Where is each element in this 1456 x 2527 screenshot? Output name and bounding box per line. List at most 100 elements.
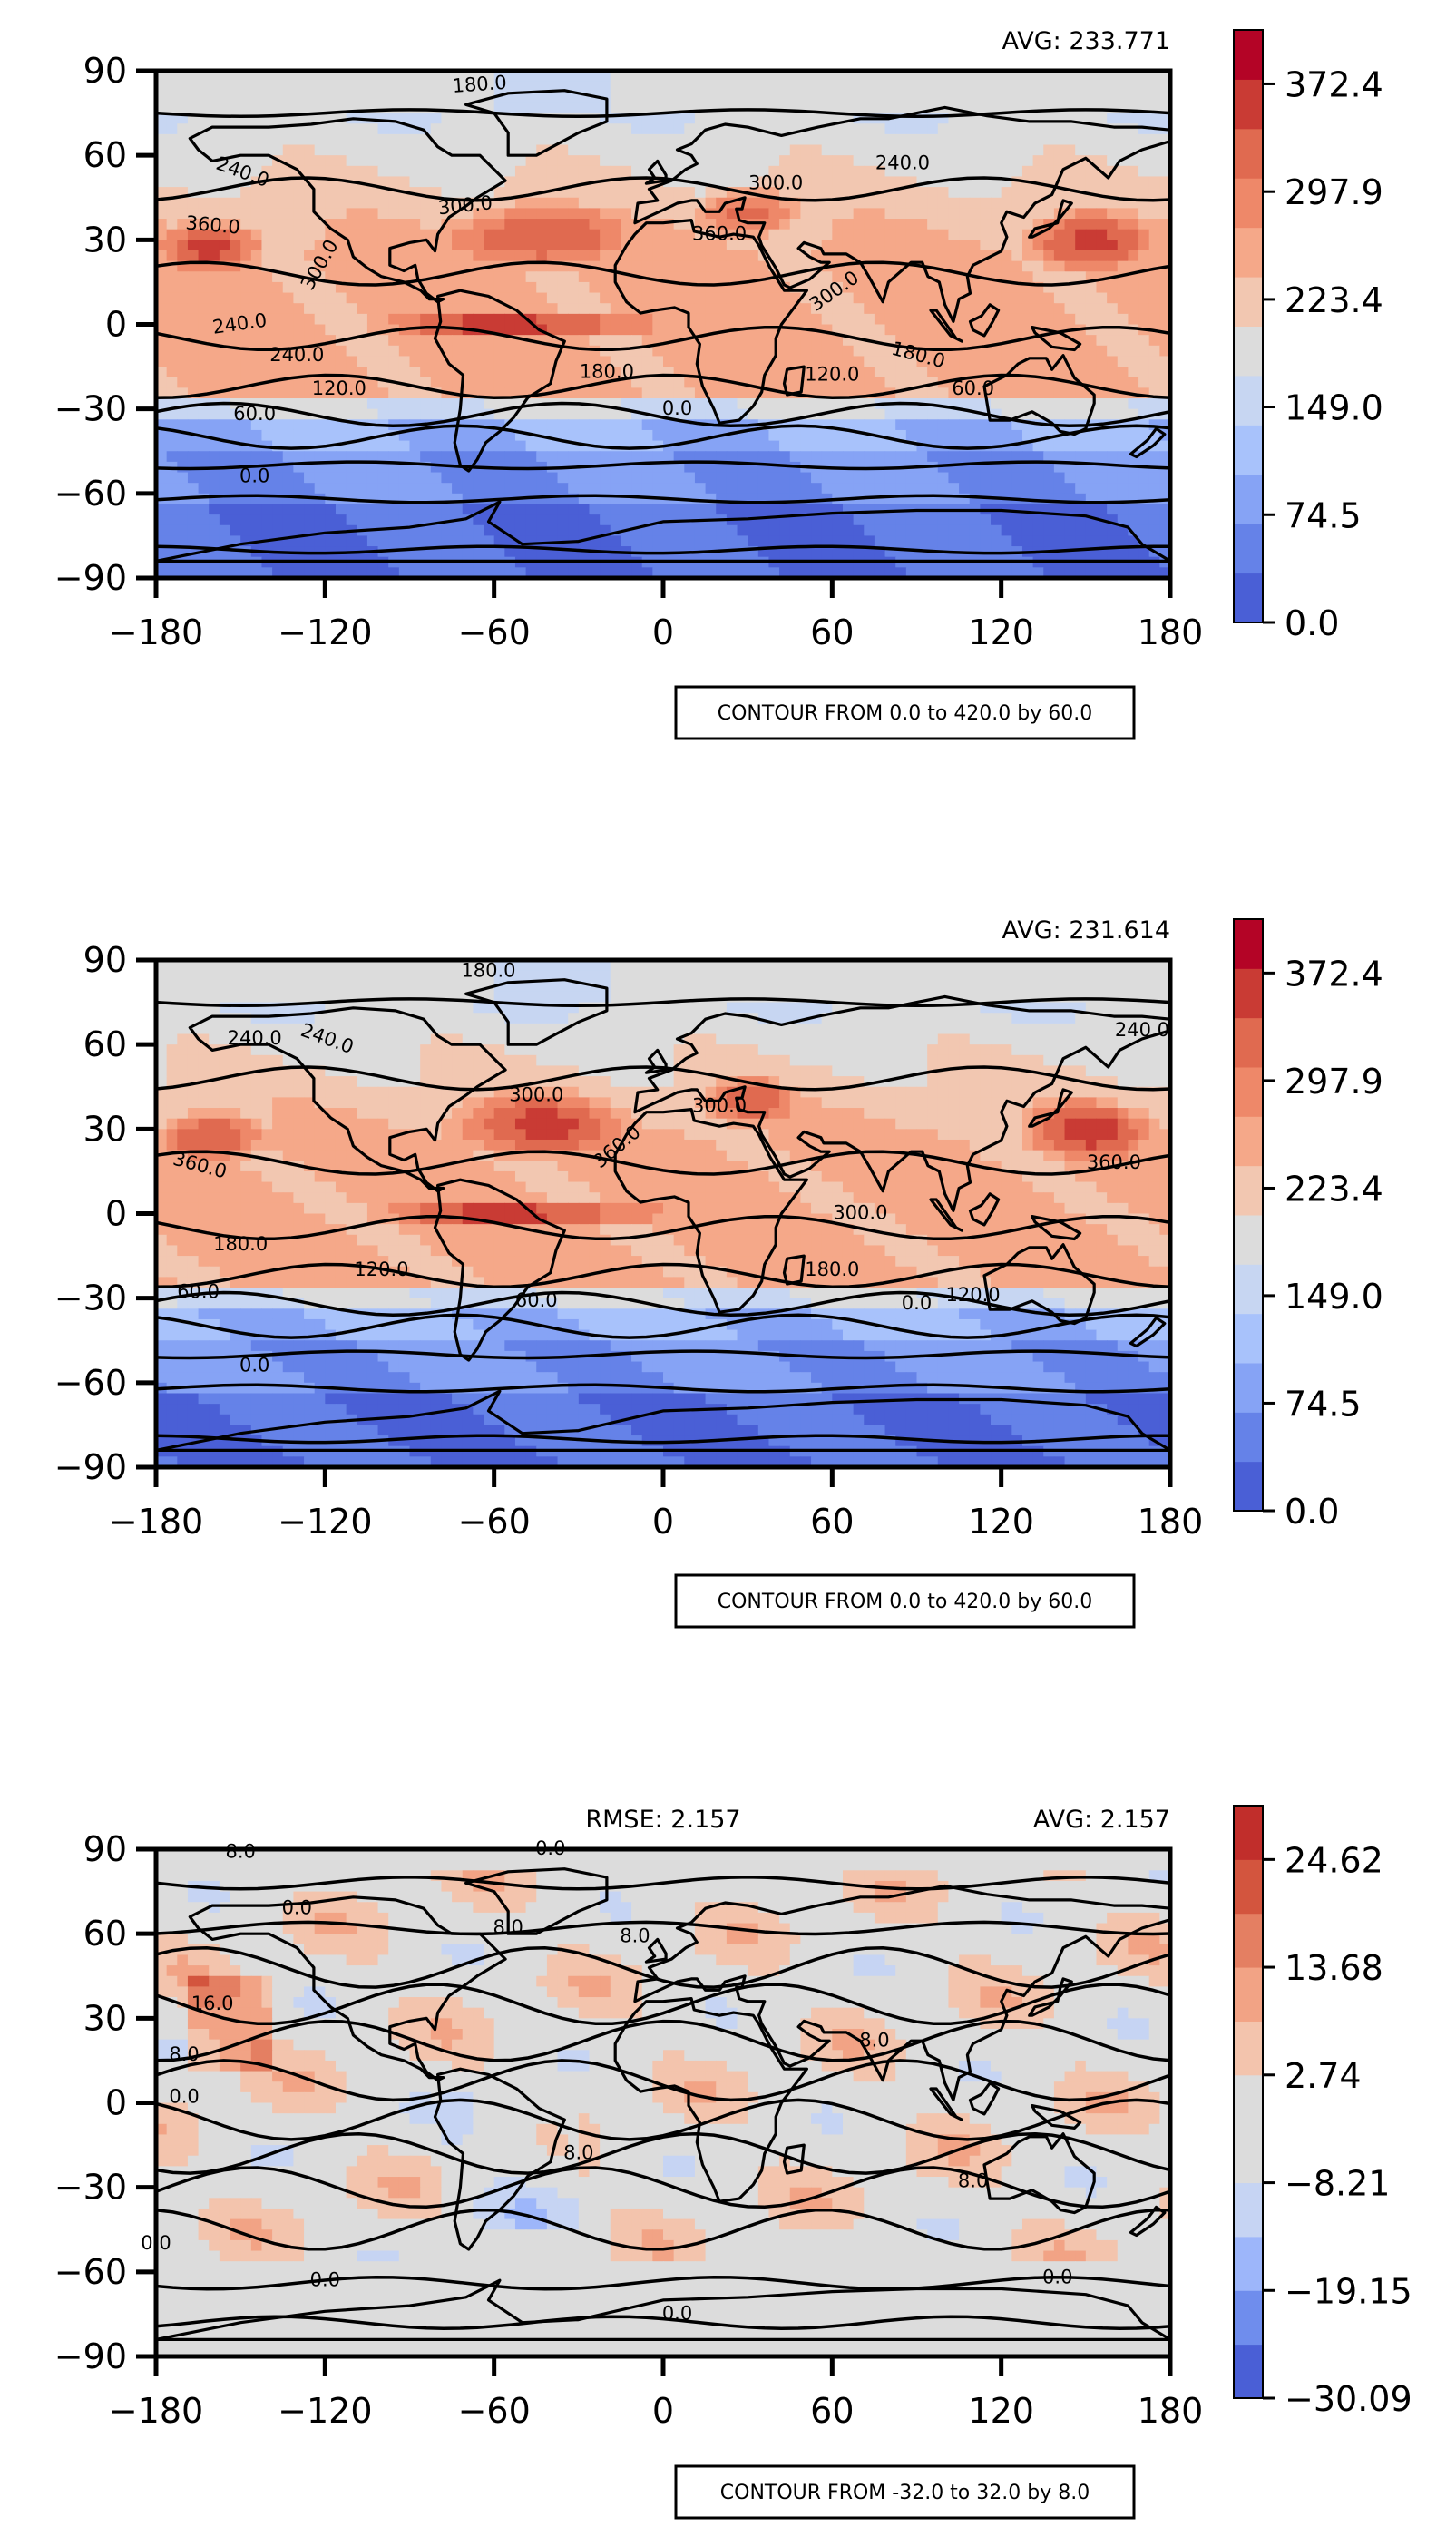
contour-line (156, 373, 1170, 399)
x-tick-label: −120 (278, 612, 372, 652)
contour-info-box (674, 685, 1136, 740)
colorbar-tick-label: 372.4 (1285, 954, 1383, 994)
coastline-7 (644, 1048, 668, 1074)
contour-info-text: CONTOUR FROM 0.0 to 420.0 by 60.0 (718, 702, 1093, 725)
colorbar-tick-label: 2.74 (1285, 2056, 1362, 2096)
contour-label: 180.0 (805, 1259, 859, 1280)
y-tick-label: −60 (54, 474, 127, 514)
contour-label: 180.0 (452, 72, 508, 97)
colorbar-tick-label: 149.0 (1285, 388, 1383, 428)
colorbar-segment (1234, 1461, 1263, 1512)
colorbar-segment (1234, 2344, 1263, 2399)
contour-line (156, 2209, 1170, 2251)
colorbar-segment (1234, 178, 1263, 229)
contour-label: 0.0 (1042, 2266, 1072, 2287)
colorbar-segment (1234, 2236, 1263, 2291)
x-tick-label: −60 (458, 2391, 531, 2431)
colorbar-segment (1234, 1264, 1263, 1315)
contour-line (156, 1983, 1170, 2026)
avg-label: AVG: 231.614 (1002, 916, 1170, 945)
coastline-0 (188, 1006, 507, 1193)
coastline-10 (968, 1192, 1001, 1227)
contour-line (156, 2166, 1170, 2209)
colorbar-segment (1234, 1067, 1263, 1117)
x-tick-label: 60 (810, 1502, 854, 1542)
contour-label: 300.0 (833, 1202, 887, 1224)
colorbar-tick-label: 0.0 (1285, 1492, 1339, 1532)
y-tick-label: 0 (105, 305, 127, 345)
colorbar-segment (1234, 79, 1263, 130)
contour-line (156, 2059, 1170, 2102)
contour-lines (156, 1875, 1170, 2330)
contour-label: 60.0 (177, 1281, 220, 1303)
contour-label: 8.0 (958, 2170, 988, 2192)
coastline-11 (1031, 1215, 1082, 1241)
coastline-5 (982, 354, 1096, 436)
x-tick-label: −180 (109, 2391, 203, 2431)
colorbar-tick-label: 223.4 (1285, 1169, 1383, 1209)
coastline-3 (633, 994, 1170, 1212)
rmse-label: RMSE: 2.157 (585, 1806, 740, 1834)
contour-label: 60.0 (952, 377, 994, 399)
coastline-8 (1028, 199, 1073, 239)
contour-label: 360.0 (692, 222, 747, 244)
contour-line (156, 108, 1170, 119)
coastline-1 (433, 289, 566, 473)
contour-label: 8.0 (859, 2029, 889, 2051)
colorbar-tick-label: 149.0 (1285, 1277, 1383, 1317)
coastline-0 (188, 1895, 507, 2082)
coastline-1 (433, 1178, 566, 1362)
contour-line (156, 260, 1170, 287)
contour-label: 8.0 (169, 2043, 199, 2065)
y-tick-label: 60 (83, 1914, 127, 1954)
x-tick-label: 0 (652, 2391, 674, 2431)
colorbar-segment (1234, 524, 1263, 574)
contour-label: 180.0 (461, 960, 515, 982)
contour-line (156, 2019, 1170, 2062)
colorbar-segment (1234, 2129, 1263, 2184)
colorbar-tick-label: −30.09 (1285, 2379, 1412, 2419)
contour-lines (156, 997, 1170, 1445)
contour-line (156, 1065, 1170, 1092)
x-tick-label: −120 (278, 1502, 372, 1542)
contour-label: 0.0 (239, 1354, 269, 1376)
colorbar-segment (1234, 1913, 1263, 1968)
colorbar-segment (1234, 2290, 1263, 2346)
colorbar-segment (1234, 1215, 1263, 1265)
contour-label: 120.0 (946, 1284, 1001, 1306)
x-tick-label: −60 (458, 612, 531, 652)
contour-line (156, 1434, 1170, 1445)
x-tick-label: −120 (278, 2391, 372, 2431)
colorbar-segment (1234, 1313, 1263, 1364)
colorbar-tick-label: 74.5 (1285, 495, 1362, 535)
coastline-9 (929, 2087, 963, 2121)
coastline-6 (156, 500, 1170, 563)
x-tick-label: 180 (1138, 612, 1204, 652)
colorbar-segment (1234, 1859, 1263, 1915)
contour-line (156, 2315, 1170, 2330)
contour-label: 0.0 (169, 2086, 199, 2108)
coastline-5 (982, 2132, 1096, 2215)
contour-label: 300.0 (692, 1095, 747, 1117)
coastline-8 (1028, 1088, 1073, 1128)
colorbar-tick-label: 13.68 (1285, 1948, 1383, 1988)
coastline-12 (782, 1254, 806, 1286)
y-tick-label: 90 (83, 1829, 127, 1869)
contour-label: 300.0 (509, 1083, 563, 1105)
contour-line (156, 1383, 1170, 1394)
x-tick-label: 0 (652, 1502, 674, 1542)
y-tick-label: 30 (83, 1998, 127, 2038)
y-tick-label: 30 (83, 1109, 127, 1149)
colorbar-tick-label: 297.9 (1285, 1062, 1383, 1102)
colorbar-tick-label: 297.9 (1285, 172, 1383, 212)
y-tick-label: −30 (54, 389, 127, 429)
x-tick-label: 180 (1138, 2391, 1204, 2431)
colorbar-segment (1234, 1967, 1263, 2022)
contour-label: 180.0 (213, 1233, 268, 1255)
contour-fill-field (156, 71, 1170, 578)
contour-line (156, 1920, 1170, 1936)
y-tick-label: 0 (105, 2083, 127, 2123)
y-tick-label: 60 (83, 1024, 127, 1064)
colorbar-tick-label: 74.5 (1285, 1384, 1362, 1424)
